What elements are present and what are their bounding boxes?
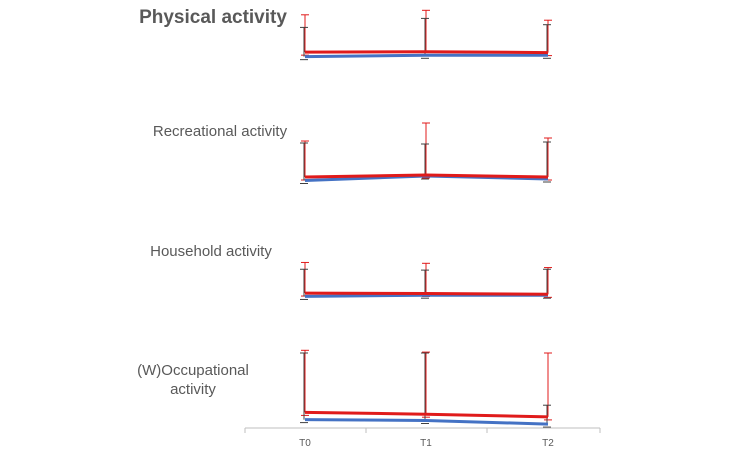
series-line-red-panel-0 [304,50,549,55]
panel-title-occupational-activity: (W)Occupational activity [124,362,262,400]
panel-title-occupational-line-1: (W)Occupational [137,362,249,379]
series-line-blue-panel-3 [304,418,549,426]
panel-title-recreational-activity: Recreational activity [152,123,288,140]
series-line-red-panel-2 [304,291,549,296]
series-line-red-panel-3 [304,410,549,419]
x-tick-label-T2: T2 [542,438,554,449]
x-tick-label-T0: T0 [299,438,311,449]
series-line-blue-panel-0 [304,53,548,59]
panel-title-household-activity: Household activity [150,243,272,260]
panel-title-physical-activity: Physical activity [139,7,287,28]
panel-title-occupational-line-2: activity [170,380,216,398]
series-line-red-panel-1 [304,173,549,179]
x-tick-label-T1: T1 [420,438,432,449]
